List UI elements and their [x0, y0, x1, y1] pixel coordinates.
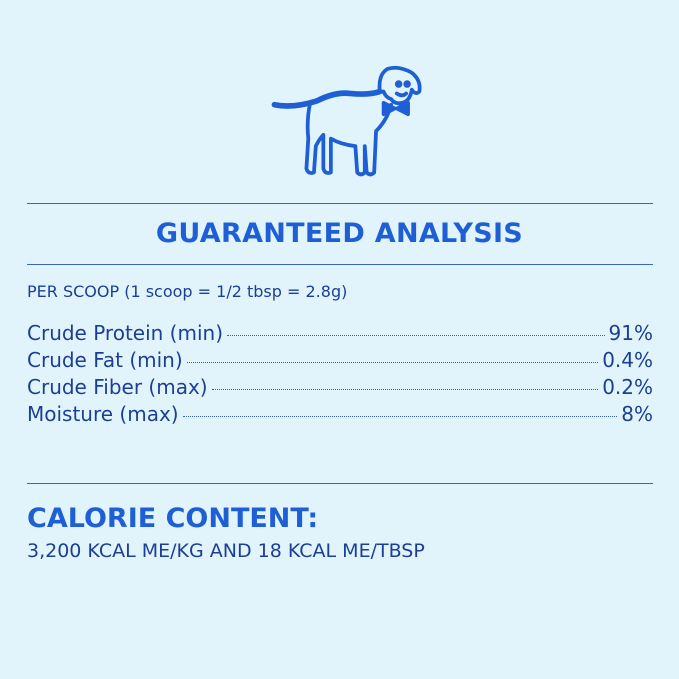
divider-middle — [27, 264, 653, 265]
nutrient-value: 0.4% — [602, 348, 653, 372]
nutrient-label: Crude Fat (min) — [27, 348, 183, 372]
analysis-row: Crude Fat (min) 0.4% — [27, 347, 653, 374]
nutrient-label: Moisture (max) — [27, 402, 179, 426]
analysis-row: Crude Fiber (max) 0.2% — [27, 374, 653, 401]
serving-size: PER SCOOP (1 scoop = 1/2 tbsp = 2.8g) — [27, 282, 348, 301]
calorie-title: CALORIE CONTENT: — [27, 503, 319, 534]
nutrient-value: 8% — [621, 402, 653, 426]
dot-leader — [227, 335, 605, 336]
dog-with-bowtie-icon — [271, 65, 422, 177]
calorie-text: 3,200 KCAL ME/KG AND 18 KCAL ME/TBSP — [27, 540, 425, 562]
nutrient-value: 0.2% — [602, 375, 653, 399]
dot-leader — [186, 362, 599, 363]
analysis-row: Moisture (max) 8% — [27, 401, 653, 428]
analysis-table: Crude Protein (min) 91% Crude Fat (min) 0.… — [27, 320, 653, 428]
nutrient-value: 91% — [608, 321, 653, 345]
dot-leader — [211, 389, 599, 390]
analysis-row: Crude Protein (min) 91% — [27, 320, 653, 347]
section-title: GUARANTEED ANALYSIS — [155, 218, 524, 249]
nutrient-label: Crude Protein (min) — [27, 321, 224, 345]
divider-bottom — [27, 483, 653, 484]
dot-leader — [182, 416, 618, 417]
nutrient-label: Crude Fiber (max) — [27, 375, 208, 399]
divider-top — [27, 203, 653, 204]
